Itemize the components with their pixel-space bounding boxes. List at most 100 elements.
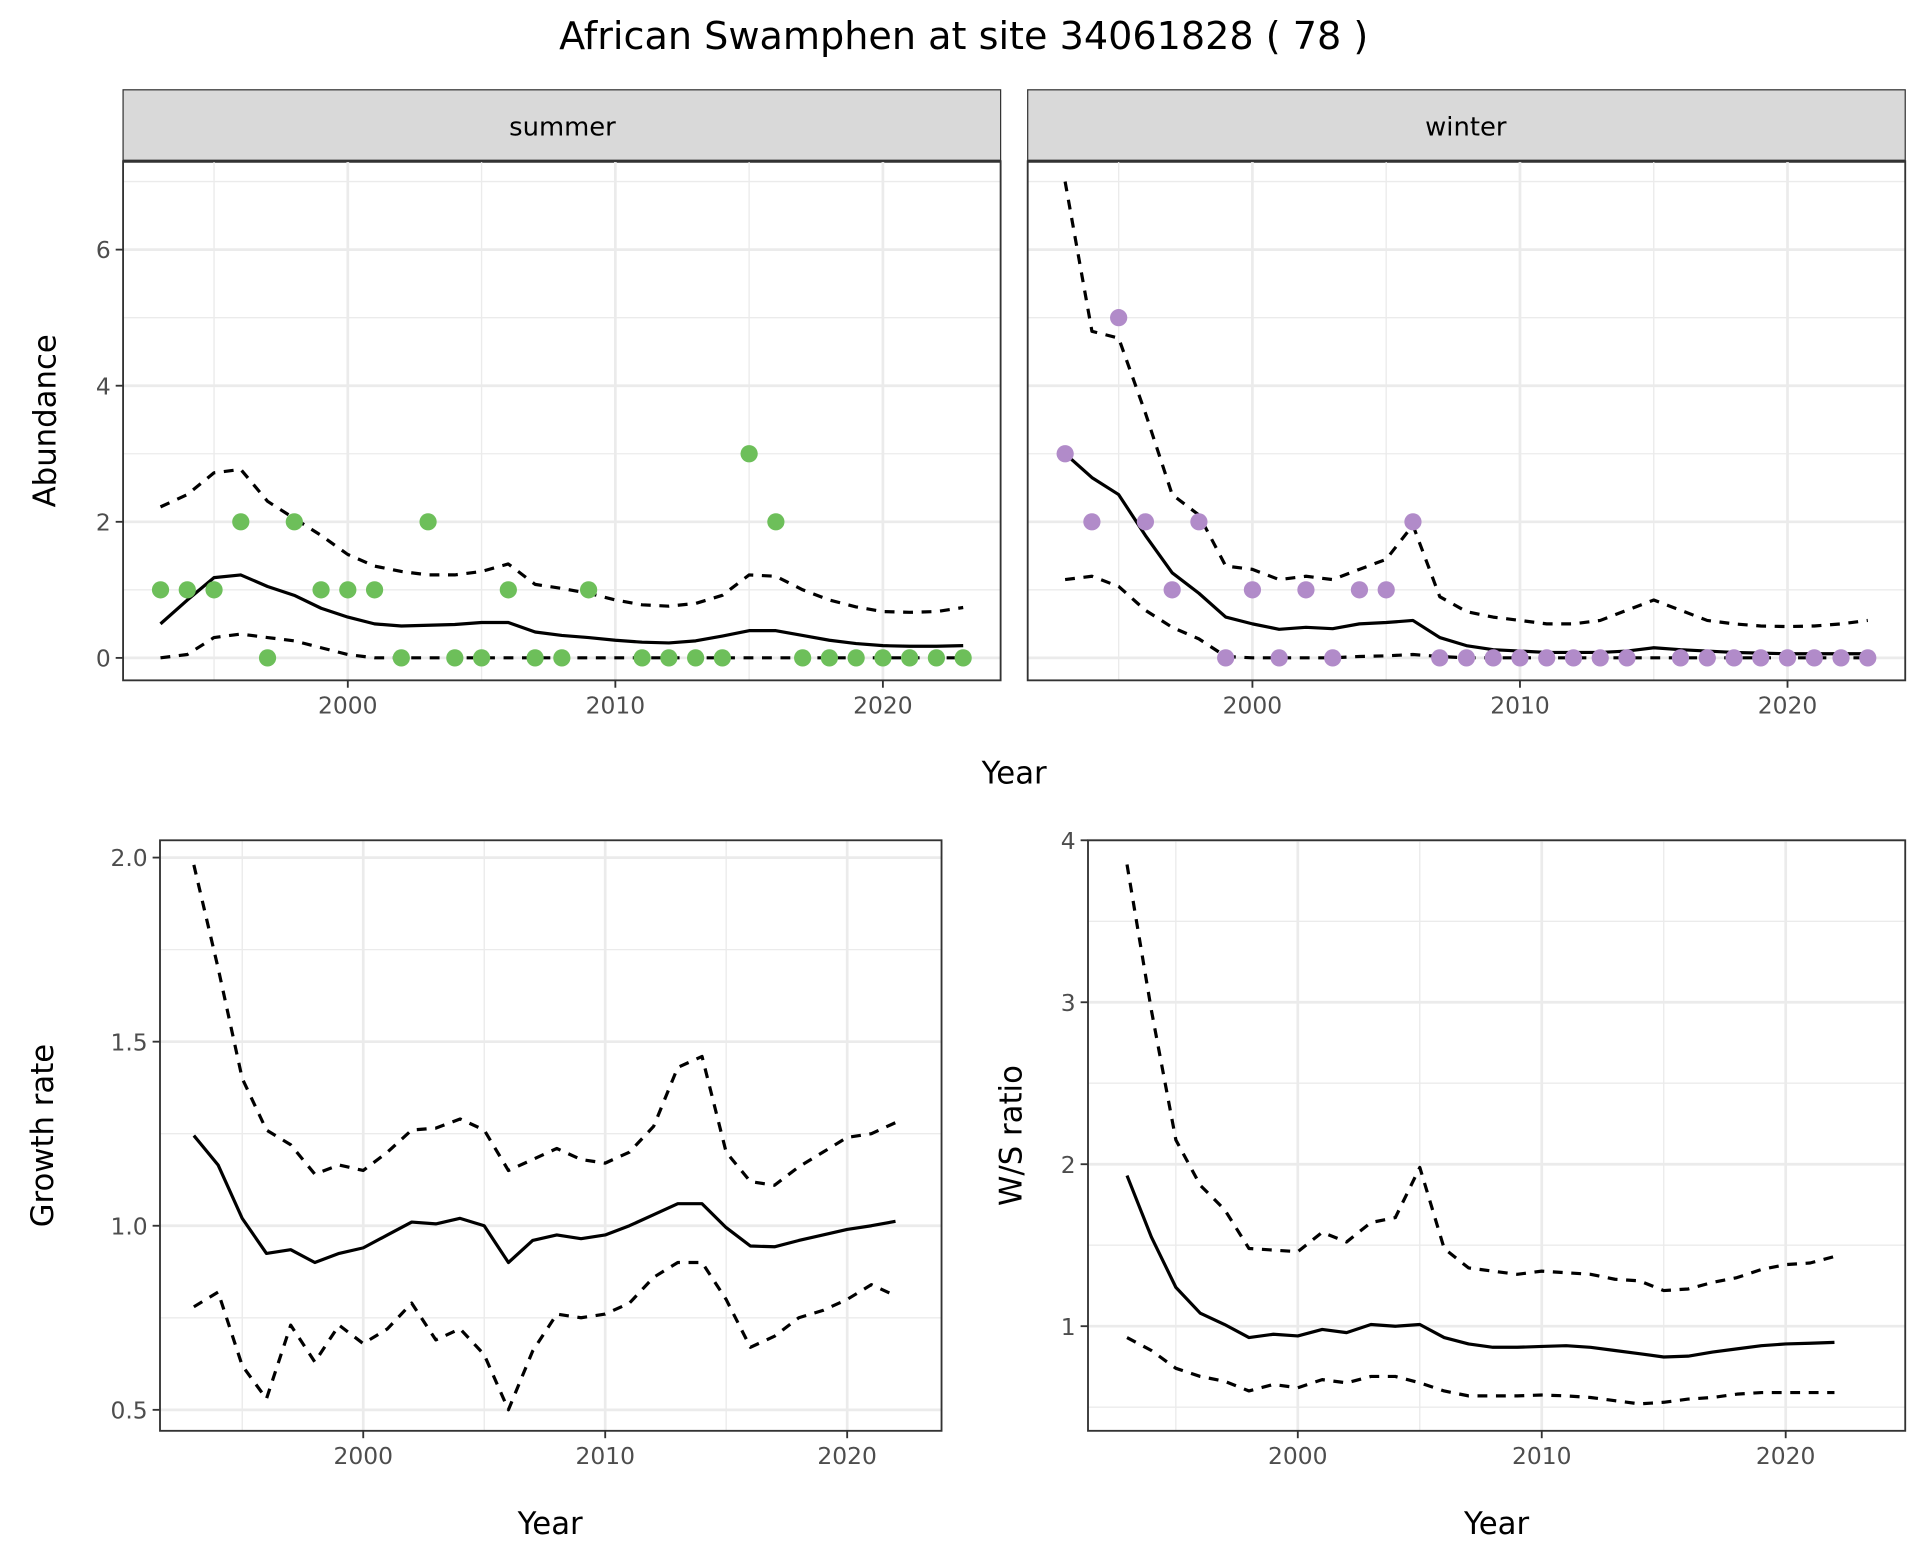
data-point-summer [660, 649, 678, 667]
data-point-winter [1805, 649, 1823, 667]
data-point-winter [1056, 445, 1074, 463]
y-tick-label: 4 [1061, 827, 1076, 855]
data-point-winter [1190, 513, 1208, 531]
data-point-winter [1136, 513, 1155, 531]
data-point-summer [927, 649, 946, 667]
data-point-winter [1538, 649, 1556, 667]
data-point-winter [1243, 581, 1262, 599]
data-point-winter [1591, 649, 1609, 667]
y-tick-label: 2 [1061, 1151, 1076, 1179]
data-point-winter [1270, 649, 1288, 667]
data-point-winter [1217, 649, 1235, 667]
lower-line-growth [193, 1260, 897, 1412]
data-point-winter [1484, 649, 1502, 667]
data-point-winter [1618, 649, 1636, 667]
data-point-winter [1431, 649, 1449, 667]
x-tick-label: 2000 [318, 692, 378, 720]
data-point-winter [1778, 649, 1797, 667]
y-tick-label: 6 [96, 236, 111, 264]
mean-line-growth [192, 1134, 896, 1265]
data-point-winter [1832, 649, 1850, 667]
data-point-summer [553, 649, 571, 667]
data-point-winter [1671, 649, 1690, 667]
data-point-winter [1324, 649, 1342, 667]
x-tick-label: 2000 [1223, 692, 1283, 720]
mean-line-ratio [1125, 1174, 1835, 1359]
y-tick-label: 1.0 [110, 1212, 147, 1240]
data-point-summer [472, 649, 491, 667]
data-point-summer [205, 581, 223, 599]
data-point-winter [1564, 649, 1583, 667]
data-point-summer [419, 513, 437, 531]
facet-strip-summer [122, 89, 1002, 162]
panel-border-growth [159, 839, 943, 1432]
data-point-summer [820, 649, 839, 667]
x-tick-label: 2020 [1758, 692, 1818, 720]
data-point-winter [1725, 649, 1743, 667]
strip-winter-label: winter [1425, 112, 1507, 142]
upper-line-growth [192, 864, 897, 1187]
data-point-summer [365, 581, 384, 599]
x-tick-label: 2020 [817, 1442, 877, 1470]
data-point-summer [740, 445, 758, 463]
data-point-winter [1377, 581, 1395, 599]
x-tick-label: 2000 [1268, 1442, 1328, 1470]
data-point-summer [178, 581, 196, 599]
data-point-summer [713, 649, 731, 667]
growth-y-axis-title: Growth rate [25, 1044, 61, 1228]
data-point-summer [312, 581, 330, 599]
top-y-axis-title: Abundance [27, 334, 63, 507]
data-point-summer [633, 649, 651, 667]
panel-growth: 2000 2010 2020 0.5 1.0 1.5 2.0 [110, 839, 943, 1470]
upper-line-ratio [1125, 864, 1835, 1293]
ratio-x-axis-title: Year [1463, 1506, 1529, 1542]
data-point-summer [499, 581, 517, 599]
ratio-y-axis-title: W/S ratio [994, 1065, 1030, 1206]
data-point-summer [339, 581, 357, 599]
panel-ratio: 2000 2010 2020 1 2 3 4 [1061, 827, 1907, 1470]
data-point-summer [954, 649, 972, 667]
data-point-summer [874, 649, 892, 667]
x-tick-label: 2010 [1490, 692, 1550, 720]
data-point-winter [1511, 649, 1529, 667]
y-tick-label: 2 [96, 508, 111, 536]
figure-title: African Swamphen at site 34061828 ( 78 ) [559, 14, 1368, 58]
panel-winter: 2000 2010 2020 [1026, 89, 1907, 720]
x-tick-label: 2010 [575, 1442, 635, 1470]
panel-summer: 2000 2010 2020 0 2 4 6 [96, 89, 1002, 720]
data-point-summer [794, 649, 812, 667]
y-tick-label: 0.5 [110, 1396, 147, 1424]
mean-line-summer [159, 573, 964, 648]
data-point-summer [526, 649, 544, 667]
y-tick-label: 0 [96, 645, 111, 673]
x-tick-label: 2010 [586, 692, 646, 720]
x-tick-label: 2020 [1756, 1442, 1816, 1470]
data-point-summer [232, 513, 250, 531]
data-point-summer [151, 581, 170, 599]
data-point-winter [1110, 309, 1128, 327]
data-point-winter [1859, 649, 1877, 667]
growth-x-axis-title: Year [517, 1506, 583, 1542]
panel-border-winter [1026, 160, 1907, 682]
y-tick-label: 1.5 [110, 1028, 147, 1056]
data-point-summer [901, 649, 919, 667]
data-point-summer [392, 649, 410, 667]
data-point-summer [446, 649, 464, 667]
panel-border-summer [122, 160, 1002, 682]
data-point-winter [1404, 513, 1422, 531]
data-point-summer [687, 649, 705, 667]
data-point-winter [1752, 649, 1770, 667]
data-point-winter [1297, 581, 1315, 599]
top-x-axis-title: Year [981, 756, 1047, 792]
data-point-winter [1350, 581, 1369, 599]
data-point-winter [1163, 581, 1181, 599]
data-point-winter [1698, 649, 1716, 667]
data-point-summer [285, 513, 303, 531]
strip-summer-label: summer [509, 112, 616, 142]
panel-border-ratio [1087, 839, 1907, 1432]
facet-strip-winter [1027, 89, 1906, 162]
data-point-summer [579, 581, 598, 599]
y-tick-label: 2.0 [110, 844, 147, 872]
data-point-winter [1083, 513, 1101, 531]
